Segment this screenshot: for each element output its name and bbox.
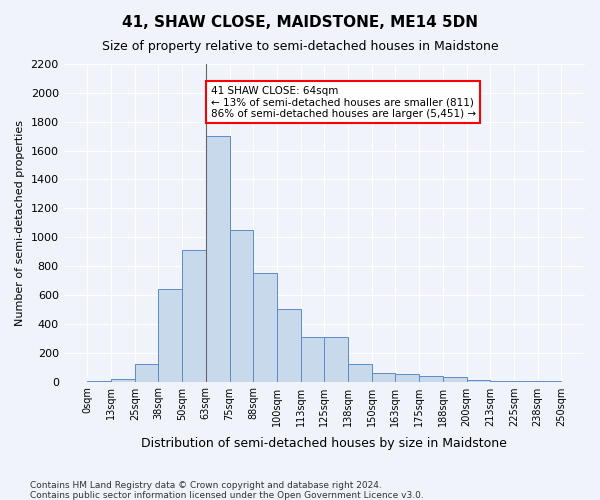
Bar [158,289,182,382]
Bar [443,377,467,382]
Bar [111,378,135,382]
Bar [395,374,419,382]
Bar [182,250,206,382]
Bar [348,364,372,382]
Text: 41 SHAW CLOSE: 64sqm
← 13% of semi-detached houses are smaller (811)
86% of semi: 41 SHAW CLOSE: 64sqm ← 13% of semi-detac… [211,86,476,119]
Bar [206,136,230,382]
Text: Contains HM Land Registry data © Crown copyright and database right 2024.: Contains HM Land Registry data © Crown c… [30,481,382,490]
Bar [230,230,253,382]
Bar [277,310,301,382]
Bar [301,337,325,382]
Text: Contains public sector information licensed under the Open Government Licence v3: Contains public sector information licen… [30,491,424,500]
X-axis label: Distribution of semi-detached houses by size in Maidstone: Distribution of semi-detached houses by … [142,437,507,450]
Text: 41, SHAW CLOSE, MAIDSTONE, ME14 5DN: 41, SHAW CLOSE, MAIDSTONE, ME14 5DN [122,15,478,30]
Bar [419,376,443,382]
Bar [490,381,514,382]
Y-axis label: Number of semi-detached properties: Number of semi-detached properties [15,120,25,326]
Bar [135,364,158,382]
Bar [253,274,277,382]
Text: Size of property relative to semi-detached houses in Maidstone: Size of property relative to semi-detach… [101,40,499,53]
Bar [88,381,111,382]
Bar [467,380,490,382]
Bar [372,373,395,382]
Bar [325,337,348,382]
